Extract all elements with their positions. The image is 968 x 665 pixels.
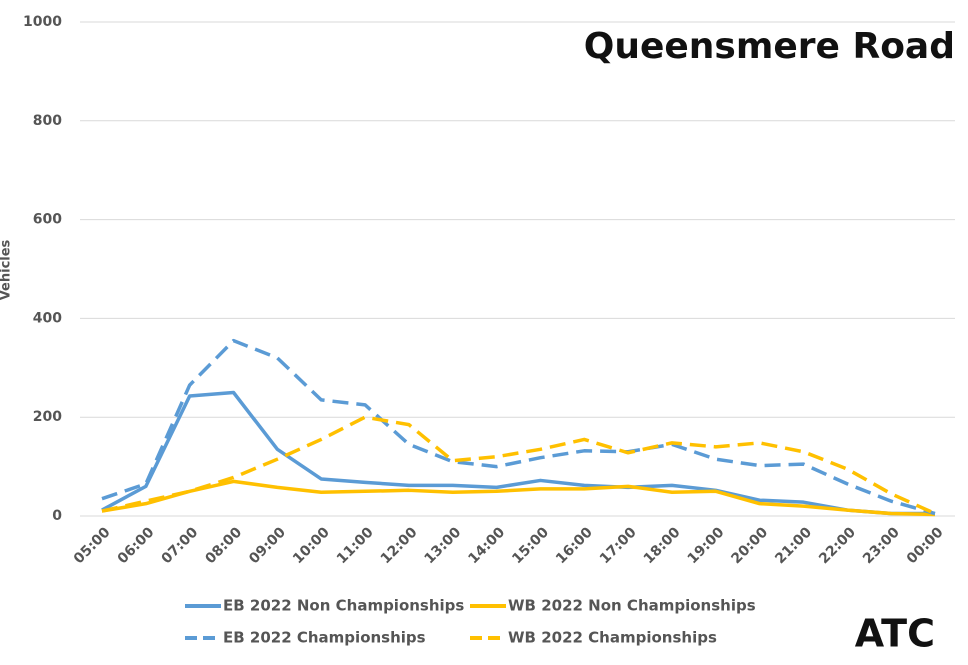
- legend-label: EB 2022 Non Championships: [223, 597, 464, 615]
- annotation: ATC: [855, 612, 935, 656]
- legend-label: EB 2022 Championships: [223, 629, 426, 647]
- x-tick-label: 16:00: [553, 524, 596, 567]
- series-line: [101, 479, 936, 517]
- x-tick-label: 23:00: [860, 524, 903, 567]
- x-tick-label: 12:00: [378, 524, 421, 567]
- y-tick-label: 0: [52, 508, 62, 524]
- legend-label: WB 2022 Championships: [508, 629, 717, 647]
- series-line: [101, 415, 936, 516]
- x-tick-label: 08:00: [202, 524, 245, 567]
- x-tick-label: 19:00: [685, 524, 728, 567]
- x-tick-label: 06:00: [115, 524, 158, 567]
- x-tick-label: 21:00: [772, 524, 815, 567]
- chart-title: Queensmere Road: [584, 26, 955, 67]
- x-tick-label: 05:00: [71, 524, 114, 567]
- y-tick-label: 200: [33, 409, 62, 425]
- x-tick-label: 07:00: [159, 524, 202, 567]
- x-tick-label: 11:00: [334, 524, 377, 567]
- x-tick-label: 13:00: [422, 524, 465, 567]
- y-tick-label: 400: [33, 310, 62, 326]
- series-line: [101, 390, 935, 516]
- y-tick-label: 1000: [23, 14, 62, 30]
- y-axis-label: Vehicles: [0, 239, 14, 300]
- y-tick-label: 600: [33, 212, 62, 228]
- y-tick-label: 800: [33, 113, 62, 129]
- x-tick-label: 18:00: [641, 524, 684, 567]
- x-tick-label: 20:00: [728, 524, 771, 567]
- x-tick-label: 14:00: [465, 524, 508, 567]
- legend-label: WB 2022 Non Championships: [508, 597, 756, 615]
- x-tick-label: 17:00: [597, 524, 640, 567]
- series-line: [101, 338, 936, 516]
- x-tick-label: 00:00: [904, 524, 947, 567]
- x-tick-label: 15:00: [509, 524, 552, 567]
- x-tick-label: 09:00: [246, 524, 289, 567]
- x-tick-label: 22:00: [816, 524, 859, 567]
- x-tick-label: 10:00: [290, 524, 333, 567]
